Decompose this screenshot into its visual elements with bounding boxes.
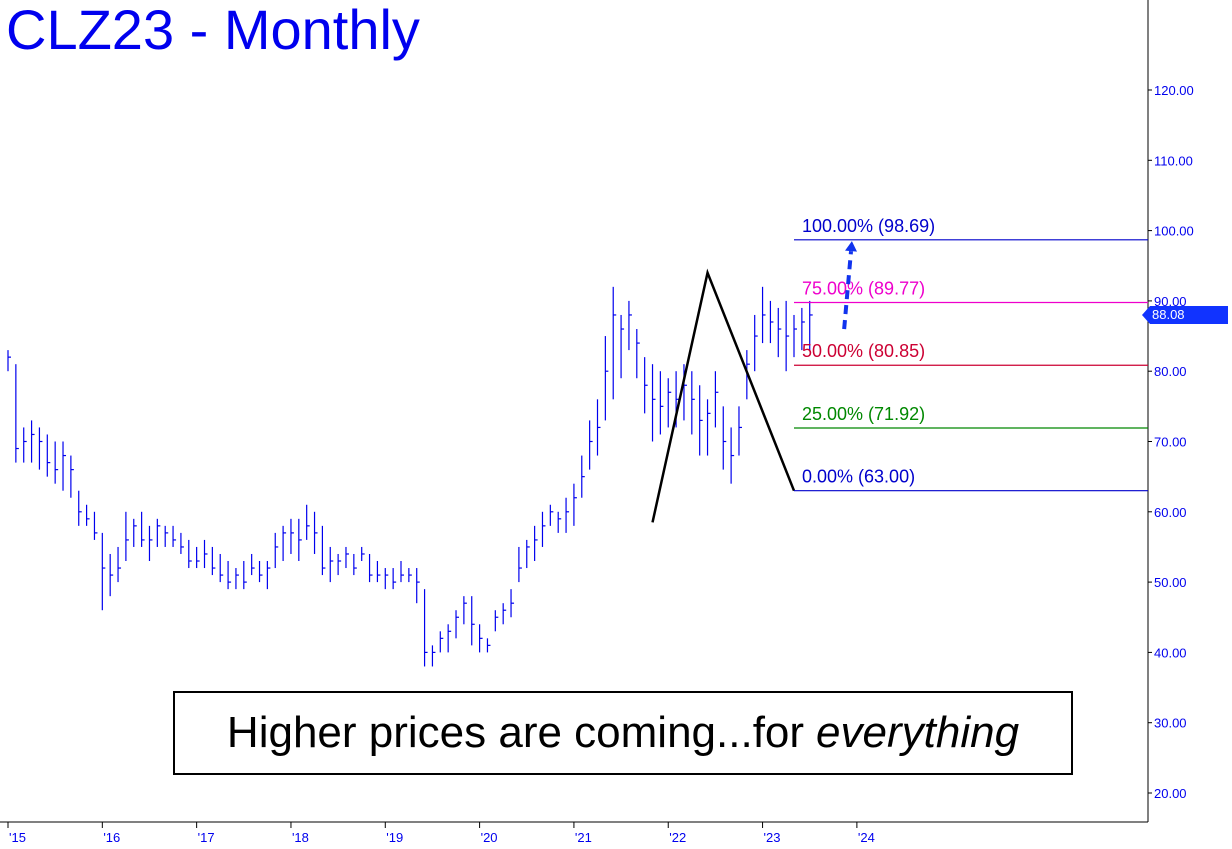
ohlc-bars [7, 286, 813, 667]
abc-pattern-line [651, 268, 796, 523]
y-tick-label: 80.00 [1154, 364, 1187, 379]
x-tick-label: '23 [764, 830, 781, 845]
fib-level-label: 100.00% (98.69) [802, 216, 935, 236]
fib-level-label: 25.00% (71.92) [802, 404, 925, 424]
x-tick-label: '18 [292, 830, 309, 845]
y-tick-label: 20.00 [1154, 786, 1187, 801]
x-tick-label: '21 [575, 830, 592, 845]
x-tick-label: '17 [198, 830, 215, 845]
y-tick-label: 120.00 [1154, 83, 1194, 98]
projection-arrow-head [845, 241, 857, 252]
projection-arrow [842, 250, 854, 330]
last-price-tag: 88.08 [1142, 306, 1228, 324]
x-tick-label: '24 [858, 830, 875, 845]
callout-box: Higher prices are coming...for everythin… [173, 691, 1073, 775]
y-tick-label: 90.00 [1154, 294, 1187, 309]
fib-level-label: 50.00% (80.85) [802, 341, 925, 361]
x-tick-label: '15 [9, 830, 26, 845]
fib-level-label: 75.00% (89.77) [802, 279, 925, 299]
overlay-layer: 100.00% (98.69) 75.00% (89.77) 50.00% (80.… [651, 216, 1148, 523]
y-tick-label: 40.00 [1154, 645, 1187, 660]
callout-emphasis: everything [816, 708, 1020, 757]
chart-title: CLZ23 - Monthly [6, 0, 420, 61]
y-tick-label: 50.00 [1154, 575, 1187, 590]
y-tick-label: 110.00 [1154, 153, 1193, 168]
x-tick-label: '20 [481, 830, 498, 845]
fib-level-label: 0.00% (63.00) [802, 467, 915, 487]
callout-text: Higher prices are coming...for [226, 708, 805, 757]
x-tick-label: '19 [386, 830, 403, 845]
y-tick-label: 30.00 [1154, 716, 1187, 731]
y-tick-label: 70.00 [1154, 435, 1187, 450]
y-tick-label: 60.00 [1154, 505, 1187, 520]
x-tick-label: '22 [669, 830, 686, 845]
y-tick-label: 100.00 [1154, 224, 1194, 239]
axes-layer: 120.00 110.00 100.00 90.00 80.00 70.00 60.00 50… [0, 0, 1194, 845]
x-tick-label: '16 [103, 830, 120, 845]
